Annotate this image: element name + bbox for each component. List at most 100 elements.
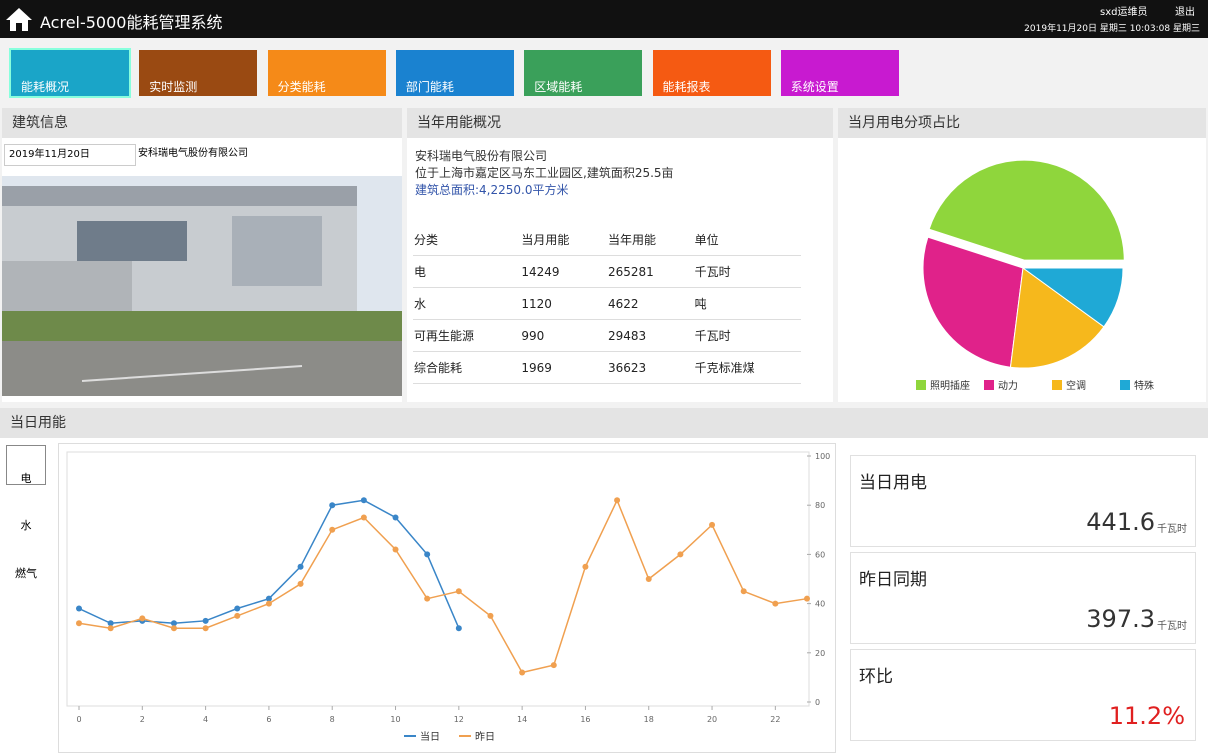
x-tick-label: 14	[517, 715, 527, 724]
building-panel: 建筑信息 2019年11月20日 安科瑞电气股份有限公司	[2, 108, 402, 402]
cell: 千瓦时	[693, 319, 801, 352]
point	[107, 625, 114, 632]
point	[76, 620, 82, 627]
text-line: 位于上海市嘉定区马东工业园区,建筑面积25.5亩	[415, 166, 674, 180]
point	[645, 576, 652, 582]
cell: 14249	[520, 255, 607, 288]
cell: 4622	[606, 287, 694, 320]
pie-slice	[1021, 267, 1124, 328]
tab[interactable]: 电	[6, 445, 46, 485]
cell: 1969	[520, 351, 607, 384]
row: 综合能耗 1969 36623 千克标准煤	[413, 351, 801, 384]
stat-card: 环比 11.2%	[850, 649, 1196, 741]
header: Acrel-5000能耗管理系统 sxd运维员 退出 2019年11月20日 星…	[0, 0, 1208, 38]
company-select[interactable]: 安科瑞电气股份有限公司	[138, 148, 248, 159]
point	[107, 620, 114, 627]
point	[392, 546, 399, 553]
text-line: 建筑总面积:4,2250.0平方米	[415, 183, 569, 197]
column-header: 当月用能	[520, 224, 607, 256]
user[interactable]: sxd运维员	[1100, 7, 1148, 18]
nav-button[interactable]: 能耗报表	[652, 50, 771, 96]
cell: 36623	[606, 351, 694, 384]
panel-title: 当月用电分项占比	[838, 108, 1206, 138]
cell: 29483	[606, 319, 694, 352]
x-tick-label: 2	[140, 715, 145, 724]
stat-card: 当日用电 441.6 千瓦时	[850, 455, 1196, 547]
nav-button[interactable]: 分类能耗	[267, 50, 386, 96]
x-tick-label: 4	[203, 715, 208, 724]
pie-chart: 照明插座 动力 空调 特殊	[916, 159, 1154, 392]
logout[interactable]: 退出	[1175, 7, 1195, 18]
header-row: 分类 当月用能 当年用能 单位	[413, 224, 801, 256]
nav-button[interactable]: 实时监测	[139, 50, 258, 96]
overview-text: 安科瑞电气股份有限公司 位于上海市嘉定区马东工业园区,建筑面积25.5亩 建筑总…	[415, 148, 674, 199]
series-line	[78, 498, 808, 674]
x-tick-label: 22	[770, 715, 780, 724]
point	[772, 600, 779, 607]
panel-title: 建筑信息	[2, 108, 402, 138]
point	[360, 497, 367, 504]
x-tick-label: 0	[76, 715, 81, 724]
legend-swatch	[1120, 380, 1130, 390]
date-picker[interactable]: 2019年11月20日	[4, 144, 136, 166]
legend-label: 特殊	[1134, 379, 1154, 392]
legend-label: 当日	[420, 730, 440, 743]
overview-panel: 当年用能概况 安科瑞电气股份有限公司 位于上海市嘉定区马东工业园区,建筑面积25…	[407, 108, 833, 402]
x-tick-label: 10	[390, 715, 400, 724]
cell: 990	[520, 319, 607, 352]
point	[265, 600, 272, 607]
y-tick-label: 100	[815, 452, 830, 461]
point	[550, 662, 557, 669]
point	[202, 625, 209, 632]
point	[677, 551, 684, 558]
point	[424, 595, 431, 602]
point	[297, 580, 304, 587]
tab[interactable]: 燃气	[15, 567, 37, 580]
point	[455, 625, 462, 632]
nav-button[interactable]: 系统设置	[780, 50, 899, 96]
pie-slice	[1009, 267, 1105, 369]
point	[170, 620, 177, 627]
x-tick-label: 16	[580, 715, 590, 724]
y-tick-label: 60	[815, 550, 825, 559]
panel-title: 当日用能	[0, 408, 1208, 438]
nav-button[interactable]: 区域能耗	[524, 50, 643, 96]
point	[740, 588, 747, 595]
card-unit: 千瓦时	[1157, 524, 1187, 535]
legend-label: 照明插座	[930, 379, 970, 392]
building-photo	[2, 176, 402, 396]
point	[360, 514, 367, 521]
point	[76, 605, 82, 612]
card-value: 441.6	[1086, 508, 1155, 536]
card-value: 11.2%	[1108, 702, 1185, 730]
usage-table: 分类 当月用能 当年用能 单位电 14249 265281 千瓦时水 1120 4622 吨可再生…	[413, 224, 801, 384]
point	[234, 612, 241, 619]
series-line	[78, 499, 460, 629]
app-title: Acrel-5000能耗管理系统	[40, 13, 223, 32]
nav-button[interactable]: 能耗概况	[9, 48, 131, 98]
point	[170, 625, 177, 632]
pie-panel: 当月用电分项占比 照明插座 动力 空调 特殊	[838, 108, 1206, 402]
cell: 综合能耗	[413, 351, 521, 384]
home-icon[interactable]	[4, 6, 34, 32]
y-tick-label: 80	[815, 501, 825, 510]
nav-button[interactable]: 部门能耗	[395, 50, 514, 96]
point	[392, 514, 399, 521]
legend-swatch	[916, 380, 926, 390]
legend-label: 昨日	[475, 731, 495, 743]
column-header: 分类	[413, 224, 521, 256]
point	[329, 526, 336, 533]
point	[487, 612, 494, 619]
card-label: 当日用电	[859, 473, 927, 493]
column-header: 当年用能	[606, 224, 694, 256]
point	[424, 551, 431, 558]
y-tick-label: 40	[815, 600, 825, 609]
legend-swatch	[1052, 380, 1062, 390]
tab[interactable]: 水	[20, 519, 32, 532]
cell: 电	[413, 255, 521, 288]
panel-title: 当年用能概况	[407, 108, 833, 138]
card-value: 397.3	[1086, 605, 1155, 633]
cell: 1120	[520, 287, 607, 320]
cell: 265281	[606, 255, 694, 288]
